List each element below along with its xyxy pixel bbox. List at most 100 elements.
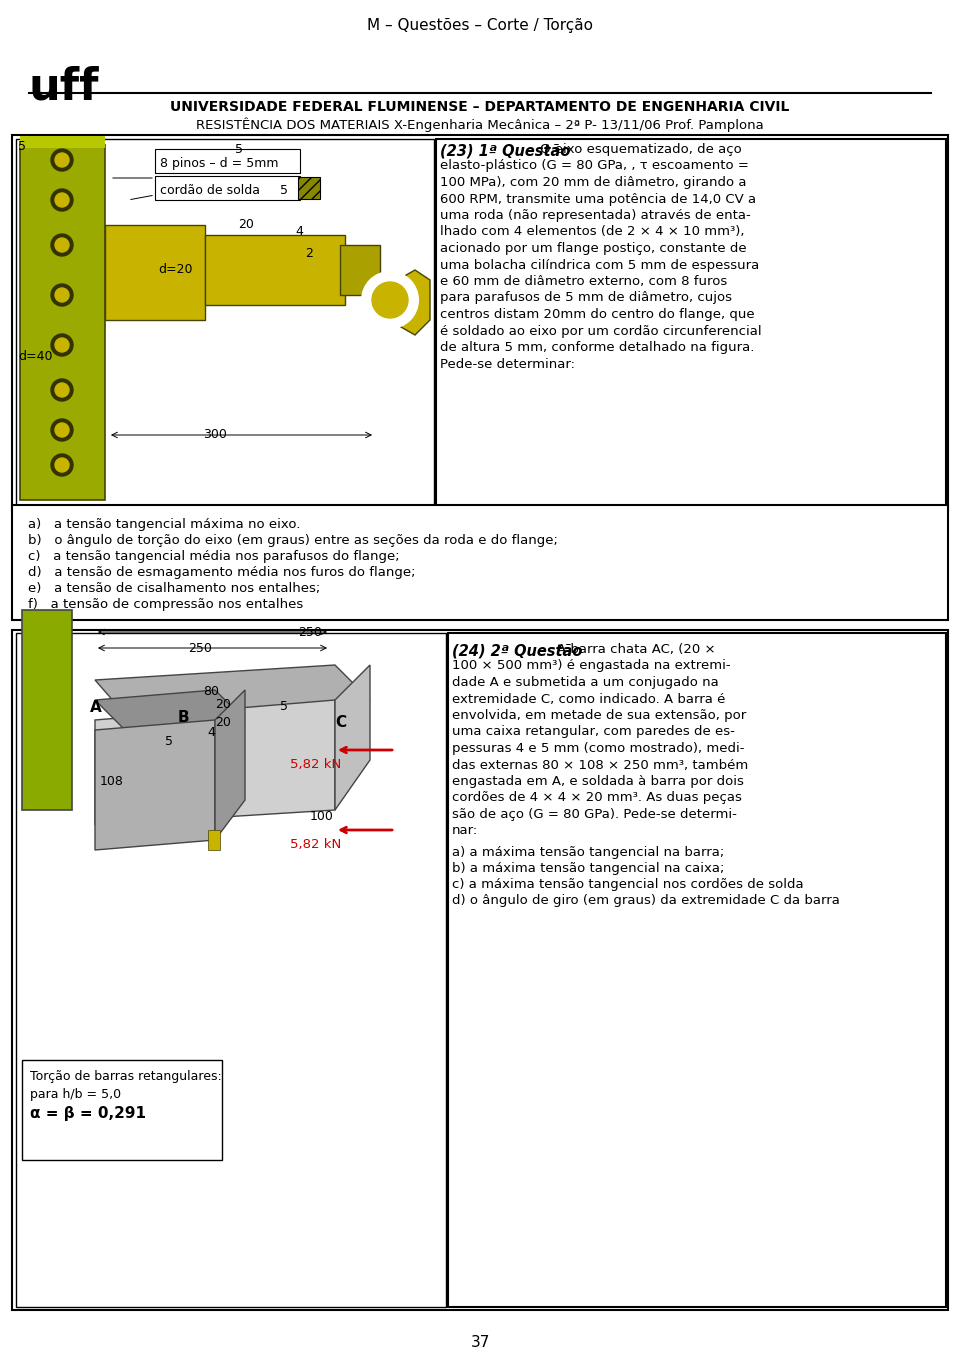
Text: O eixo esquematizado, de aço: O eixo esquematizado, de aço (540, 143, 742, 155)
Text: Torção de barras retangulares:: Torção de barras retangulares: (30, 1069, 222, 1083)
Text: 250: 250 (298, 626, 322, 639)
Text: 4: 4 (295, 224, 302, 238)
Circle shape (55, 288, 69, 301)
Text: uma caixa retangular, com paredes de es-: uma caixa retangular, com paredes de es- (452, 726, 734, 738)
Text: 20: 20 (238, 218, 253, 231)
Circle shape (51, 149, 73, 170)
Text: 5: 5 (235, 143, 243, 155)
Text: d=40: d=40 (18, 350, 53, 362)
Bar (105, 224, 205, 320)
Text: é soldado ao eixo por um cordão circunferencial: é soldado ao eixo por um cordão circunfe… (440, 324, 761, 338)
Text: 100 MPa), com 20 mm de diâmetro, girando a: 100 MPa), com 20 mm de diâmetro, girando… (440, 176, 747, 189)
Text: A: A (90, 700, 102, 715)
Text: C: C (335, 715, 347, 730)
Text: a) a máxima tensão tangencial na barra;: a) a máxima tensão tangencial na barra; (452, 846, 724, 859)
Bar (20, 145, 105, 500)
Circle shape (55, 458, 69, 472)
Text: 600 RPM, transmite uma potência de 14,0 CV a: 600 RPM, transmite uma potência de 14,0 … (440, 192, 756, 206)
Bar (298, 177, 320, 199)
Text: 5,82 kN: 5,82 kN (290, 838, 341, 850)
Text: 108: 108 (100, 775, 124, 788)
Polygon shape (95, 665, 370, 721)
Text: 100 × 500 mm³) é engastada na extremi-: 100 × 500 mm³) é engastada na extremi- (452, 660, 731, 672)
Text: pessuras 4 e 5 mm (como mostrado), medi-: pessuras 4 e 5 mm (como mostrado), medi- (452, 742, 745, 754)
Polygon shape (335, 665, 370, 810)
Text: uff: uff (28, 65, 99, 108)
Text: para parafusos de 5 mm de diâmetro, cujos: para parafusos de 5 mm de diâmetro, cujo… (440, 292, 732, 304)
Text: 80: 80 (203, 685, 219, 698)
Text: d)   a tensão de esmagamento média nos furos do flange;: d) a tensão de esmagamento média nos fur… (28, 566, 416, 579)
Bar (340, 245, 380, 295)
Bar (12, 506, 948, 621)
Text: B: B (178, 710, 190, 725)
Text: elasto-plástico (G = 80 GPa, , τ escoamento =: elasto-plástico (G = 80 GPa, , τ escoame… (440, 160, 749, 173)
Text: (23) 1ª Questão: (23) 1ª Questão (440, 143, 570, 158)
Text: cordões de 4 × 4 × 20 mm³. As duas peças: cordões de 4 × 4 × 20 mm³. As duas peças (452, 791, 742, 804)
Text: 37: 37 (470, 1334, 490, 1351)
Circle shape (55, 338, 69, 352)
Text: 20: 20 (215, 698, 230, 711)
Text: nar:: nar: (452, 825, 478, 837)
Circle shape (55, 153, 69, 168)
Circle shape (362, 272, 418, 329)
Text: d=20: d=20 (158, 264, 193, 276)
Bar (205, 235, 345, 306)
Circle shape (51, 379, 73, 402)
Text: 5: 5 (165, 735, 173, 748)
Text: para h/b = 5,0: para h/b = 5,0 (30, 1088, 121, 1101)
Bar (12, 135, 948, 510)
Bar (22, 1060, 222, 1160)
Bar (155, 149, 300, 173)
Text: (24) 2ª Questão: (24) 2ª Questão (452, 644, 583, 658)
Text: uma bolacha cilíndrica com 5 mm de espessura: uma bolacha cilíndrica com 5 mm de espes… (440, 258, 759, 272)
Circle shape (55, 193, 69, 207)
Text: das externas 80 × 108 × 250 mm³, também: das externas 80 × 108 × 250 mm³, também (452, 758, 748, 772)
Text: a)   a tensão tangencial máxima no eixo.: a) a tensão tangencial máxima no eixo. (28, 518, 300, 531)
Text: M – Questões – Corte / Torção: M – Questões – Corte / Torção (367, 18, 593, 32)
Circle shape (51, 189, 73, 211)
Text: de altura 5 mm, conforme detalhado na figura.: de altura 5 mm, conforme detalhado na fi… (440, 341, 755, 354)
Text: 2: 2 (305, 247, 313, 260)
Text: d) o ângulo de giro (em graus) da extremidade C da barra: d) o ângulo de giro (em graus) da extrem… (452, 894, 840, 907)
Polygon shape (95, 700, 335, 825)
Text: RESISTÊNCIA DOS MATERIAIS X-Engenharia Mecânica – 2ª P- 13/11/06 Prof. Pamplona: RESISTÊNCIA DOS MATERIAIS X-Engenharia M… (196, 118, 764, 131)
Text: 300: 300 (204, 429, 227, 441)
Text: 4: 4 (207, 726, 215, 740)
Circle shape (51, 234, 73, 256)
Text: Pede-se determinar:: Pede-se determinar: (440, 357, 575, 370)
Bar (448, 633, 946, 1307)
Polygon shape (215, 690, 245, 840)
Text: c) a máxima tensão tangencial nos cordões de solda: c) a máxima tensão tangencial nos cordõe… (452, 877, 804, 891)
Bar (155, 176, 300, 200)
Circle shape (51, 454, 73, 476)
Polygon shape (95, 721, 215, 850)
Text: 250: 250 (188, 642, 212, 654)
Text: A barra chata AC, (20 ×: A barra chata AC, (20 × (557, 644, 715, 656)
Text: acionado por um flange postiço, constante de: acionado por um flange postiço, constant… (440, 242, 747, 256)
Text: 5: 5 (18, 141, 26, 153)
Bar (20, 137, 105, 147)
Text: são de aço (G = 80 GPa). Pede-se determi-: são de aço (G = 80 GPa). Pede-se determi… (452, 808, 737, 821)
Text: cordão de solda     5: cordão de solda 5 (160, 184, 288, 197)
Text: 20: 20 (215, 717, 230, 729)
Text: e 60 mm de diâmetro externo, com 8 furos: e 60 mm de diâmetro externo, com 8 furos (440, 274, 728, 288)
Circle shape (51, 284, 73, 306)
Text: dade A e submetida a um conjugado na: dade A e submetida a um conjugado na (452, 676, 719, 690)
Text: 8 pinos – d = 5mm: 8 pinos – d = 5mm (160, 157, 278, 170)
Text: centros distam 20mm do centro do flange, que: centros distam 20mm do centro do flange,… (440, 308, 755, 320)
Text: engastada em A, e soldada à barra por dois: engastada em A, e soldada à barra por do… (452, 775, 744, 788)
Circle shape (51, 334, 73, 356)
Text: α = β = 0,291: α = β = 0,291 (30, 1106, 146, 1121)
Bar (12, 630, 948, 1310)
Bar (16, 633, 446, 1307)
Bar (436, 139, 946, 507)
Circle shape (51, 419, 73, 441)
Circle shape (55, 238, 69, 251)
Text: 5,82 kN: 5,82 kN (290, 758, 341, 771)
Text: b)   o ângulo de torção do eixo (em graus) entre as seções da roda e do flange;: b) o ângulo de torção do eixo (em graus)… (28, 534, 558, 548)
Circle shape (55, 423, 69, 437)
Text: c)   a tensão tangencial média nos parafusos do flange;: c) a tensão tangencial média nos parafus… (28, 550, 399, 562)
Circle shape (55, 383, 69, 397)
Bar (208, 830, 220, 850)
Text: f)   a tensão de compressão nos entalhes: f) a tensão de compressão nos entalhes (28, 598, 303, 611)
